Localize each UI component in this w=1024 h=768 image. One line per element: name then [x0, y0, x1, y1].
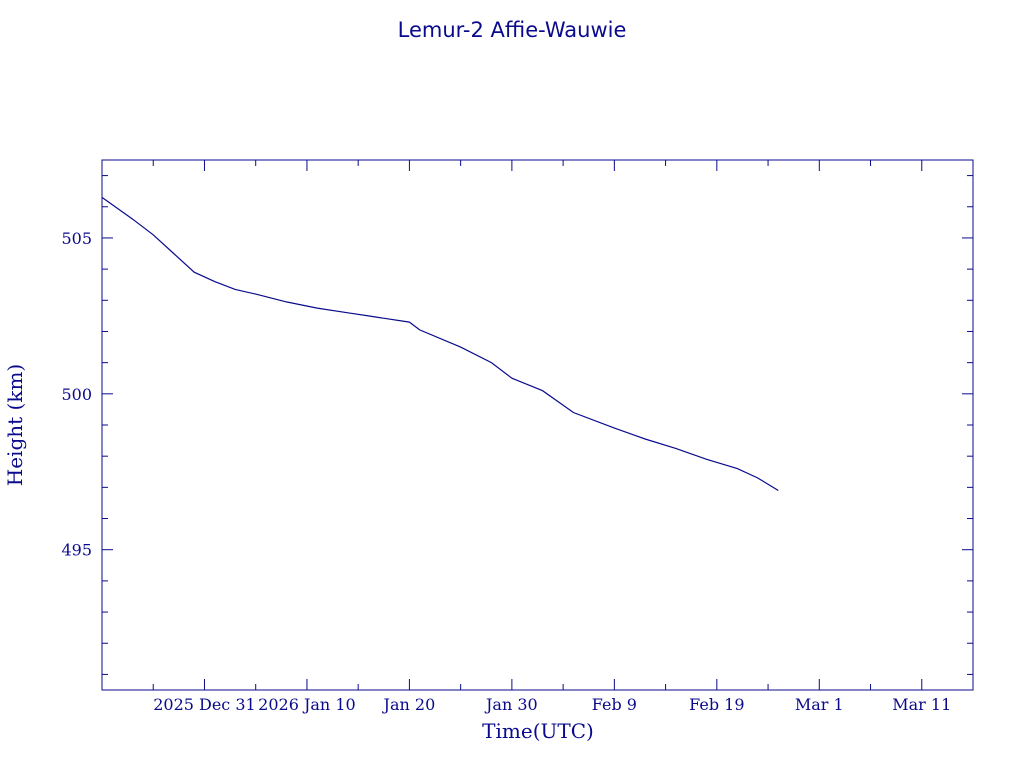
y-tick-label: 500: [61, 385, 92, 404]
y-tick-label: 495: [61, 541, 92, 560]
y-axis-ticks: [102, 175, 973, 675]
x-tick-label: Feb 19: [689, 695, 744, 714]
series-line-height: [101, 196, 779, 492]
x-tick-label: Jan 20: [382, 695, 436, 714]
x-tick-label: 2025 Dec 31: [153, 695, 256, 714]
x-tick-label: Mar 11: [892, 695, 951, 714]
y-axis-tick-labels: 495 500 505: [61, 229, 92, 560]
y-tick-label: 505: [61, 229, 92, 248]
x-tick-label: 2026 Jan 10: [258, 695, 356, 714]
x-tick-label: Jan 30: [484, 695, 538, 714]
plot-frame: [101, 159, 974, 691]
y-axis-label: Height (km): [3, 364, 27, 486]
x-axis-tick-labels: 2025 Dec 31 2026 Jan 10 Jan 20 Jan 30 Feb 9 F…: [153, 695, 951, 714]
x-tick-label: Mar 1: [795, 695, 844, 714]
x-axis-label: Time(UTC): [482, 719, 594, 743]
x-tick-label: Feb 9: [592, 695, 637, 714]
x-axis-ticks: [152, 160, 923, 690]
chart-title: Lemur-2 Affie-Wauwie: [398, 18, 627, 42]
